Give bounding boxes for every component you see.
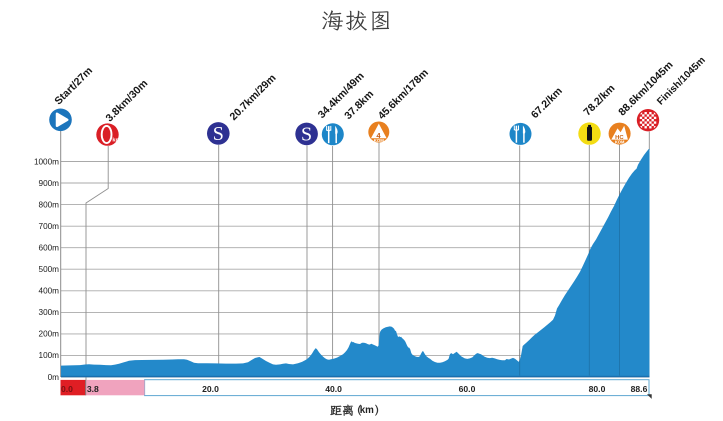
svg-text:60.0: 60.0 <box>459 384 476 394</box>
svg-text:600m: 600m <box>39 244 60 253</box>
svg-text:500m: 500m <box>39 265 60 274</box>
svg-text:300m: 300m <box>39 308 60 317</box>
svg-text:S: S <box>213 123 224 145</box>
svg-text:700m: 700m <box>39 222 60 231</box>
svg-text:200m: 200m <box>39 330 60 339</box>
svg-text:3.8: 3.8 <box>87 384 99 394</box>
svg-text:100m: 100m <box>39 351 60 360</box>
svg-text:HC: HC <box>615 135 624 141</box>
svg-text:78.2/km: 78.2/km <box>581 82 617 118</box>
svg-text:400m: 400m <box>39 287 60 296</box>
svg-text:80.0: 80.0 <box>589 384 606 394</box>
svg-text:67.2/km: 67.2/km <box>529 85 565 121</box>
svg-text:0.0: 0.0 <box>61 384 73 394</box>
svg-text:800m: 800m <box>39 200 60 209</box>
svg-text:Start/27m: Start/27m <box>52 65 95 108</box>
svg-text:KOM: KOM <box>374 138 384 143</box>
svg-text:20.0: 20.0 <box>202 384 219 394</box>
svg-text:45.6km/178m: 45.6km/178m <box>376 67 431 122</box>
svg-text:S: S <box>301 124 312 146</box>
svg-text:km: km <box>360 405 374 416</box>
svg-text:1000m: 1000m <box>34 157 59 166</box>
svg-text:4: 4 <box>376 131 381 140</box>
svg-text:3.8km/30m: 3.8km/30m <box>104 78 151 125</box>
svg-text:0m: 0m <box>48 373 60 382</box>
svg-text:40.0: 40.0 <box>325 384 342 394</box>
svg-text:KOM: KOM <box>615 140 625 145</box>
svg-text:km: km <box>112 137 120 143</box>
svg-text:900m: 900m <box>39 179 60 188</box>
svg-text:88.6: 88.6 <box>631 384 648 394</box>
svg-text:20.7km/29m: 20.7km/29m <box>228 72 279 123</box>
